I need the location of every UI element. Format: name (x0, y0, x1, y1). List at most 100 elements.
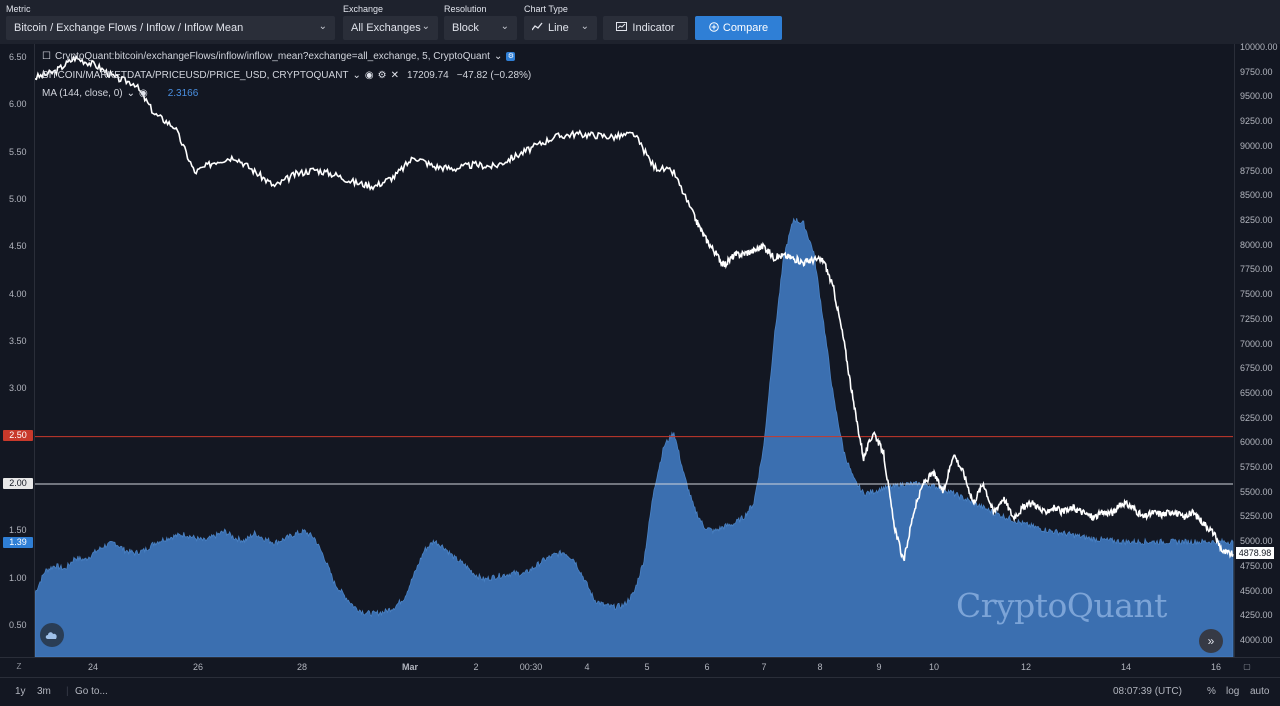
legend-price-value: 17209.74 (407, 70, 449, 81)
x-axis-tick: 26 (192, 662, 204, 672)
range-3m-button[interactable]: 3m (37, 686, 51, 697)
log-toggle[interactable]: log (1226, 686, 1240, 697)
settings-icon[interactable]: ⚙ (506, 52, 516, 61)
right-axis-tick: 4750.00 (1240, 560, 1273, 571)
right-axis-tick: 8000.00 (1240, 239, 1273, 250)
left-axis-tick: 6.50 (9, 52, 27, 62)
x-axis-tick: 28 (296, 662, 308, 672)
left-axis-tick: 4.00 (9, 288, 27, 299)
bottom-toolbar: 1y 3m | Go to... 08:07:39 (UTC) % log au… (0, 677, 1280, 706)
chart-type-label: Chart Type (524, 4, 568, 14)
resolution-select[interactable]: Block ⌄ (444, 16, 517, 40)
left-axis-tick: 4.50 (9, 241, 27, 252)
x-axis-tick: 14 (1120, 662, 1132, 672)
inflow-last-value-tag: 1.39 (3, 537, 33, 548)
exchange-select[interactable]: All Exchanges ⌄ (343, 16, 438, 40)
legend-ma-value: 2.3166 (167, 88, 199, 99)
right-axis-tick: 4250.00 (1240, 610, 1273, 621)
compare-button[interactable]: Compare (695, 16, 782, 40)
right-axis-tick: 7750.00 (1240, 264, 1273, 275)
scroll-to-realtime-icon[interactable]: » (1199, 629, 1223, 653)
exchange-value: All Exchanges (351, 22, 421, 34)
left-price-axis[interactable] (0, 44, 35, 658)
left-axis-tick: 5.00 (9, 194, 27, 204)
indicator-button[interactable]: Indicator (603, 16, 688, 40)
left-axis-tick: 3.00 (9, 383, 27, 394)
right-axis-tick: 5000.00 (1240, 536, 1273, 547)
zoom-z-icon[interactable]: Z (16, 662, 22, 671)
indicator-label: Indicator (632, 22, 675, 34)
chevron-down-icon: ⌄ (318, 21, 327, 32)
left-axis-tick: 5.50 (9, 146, 27, 157)
eye-icon[interactable]: ◉ (138, 88, 148, 99)
x-axis-tick: 16 (1210, 662, 1222, 672)
right-axis-tick: 7000.00 (1240, 338, 1273, 349)
inflow-mean-area (34, 217, 1234, 658)
chevron-down-icon[interactable]: ⌄ (126, 88, 135, 99)
right-axis-tick: 7500.00 (1240, 289, 1273, 300)
plus-circle-icon (709, 21, 719, 35)
x-axis-tick: 00:30 (519, 662, 543, 672)
x-axis-tick: 12 (1020, 662, 1032, 672)
right-axis-tick: 6000.00 (1240, 437, 1273, 448)
legend-inflow: ☐ CryptoQuant:bitcoin/exchangeFlows/infl… (42, 51, 516, 62)
zoom-reset-icon[interactable]: ▢ (1243, 662, 1251, 671)
range-1y-button[interactable]: 1y (15, 686, 26, 697)
right-axis-tick: 8750.00 (1240, 165, 1273, 176)
right-axis-tick: 10000.00 (1240, 42, 1278, 52)
x-axis-tick: 4 (584, 662, 590, 672)
right-price-axis[interactable] (1234, 44, 1280, 658)
right-axis-tick: 6250.00 (1240, 412, 1273, 423)
x-axis-tick: 24 (87, 662, 99, 672)
white-line-tag: 2.00 (3, 478, 33, 489)
right-axis-tick: 6750.00 (1240, 363, 1273, 374)
x-axis-tick: 9 (876, 662, 882, 672)
x-axis-tick: Mar (401, 662, 419, 672)
chevron-down-icon[interactable]: ⌄ (352, 70, 361, 81)
x-axis-tick: 2 (473, 662, 479, 672)
go-to-button[interactable]: Go to... (75, 686, 108, 697)
chart-type-value: Line (548, 22, 569, 34)
right-axis-tick: 5250.00 (1240, 511, 1273, 522)
right-axis-tick: 8250.00 (1240, 214, 1273, 225)
left-axis-tick: 0.50 (9, 620, 27, 630)
left-axis-tick: 1.00 (9, 572, 27, 583)
expand-icon[interactable]: ☐ (42, 51, 51, 62)
right-axis-tick: 4000.00 (1240, 635, 1273, 645)
x-axis-tick: 10 (928, 662, 940, 672)
close-icon[interactable]: ✕ (390, 70, 400, 81)
line-chart-icon (531, 22, 543, 34)
compare-label: Compare (722, 22, 769, 34)
right-axis-tick: 4500.00 (1240, 585, 1273, 596)
percent-toggle[interactable]: % (1207, 686, 1216, 697)
cryptoquant-watermark: CryptoQuant (956, 586, 1167, 625)
left-axis-tick: 3.50 (9, 336, 27, 346)
indicator-icon (616, 22, 628, 34)
clock-time[interactable]: 08:07:39 (UTC) (1113, 686, 1182, 697)
chart-type-select[interactable]: Line ⌄ (524, 16, 597, 40)
auto-toggle[interactable]: auto (1250, 686, 1270, 697)
exchange-label: Exchange (343, 4, 384, 14)
top-toolbar: Metric Bitcoin / Exchange Flows / Inflow… (0, 0, 1280, 44)
cloud-logo-icon[interactable] (40, 623, 64, 647)
gear-icon[interactable]: ⚙ (377, 70, 387, 81)
legend-ma: MA (144, close, 0) ⌄ ◉ 2.3166 (42, 88, 198, 99)
right-axis-tick: 9500.00 (1240, 91, 1273, 102)
chevron-down-icon: ⌄ (580, 21, 589, 32)
right-axis-tick: 7250.00 (1240, 313, 1273, 324)
metric-label: Metric (6, 4, 31, 14)
price-last-value-tag: 4878.98 (1236, 547, 1274, 559)
right-axis-tick: 5750.00 (1240, 462, 1273, 473)
resolution-label: Resolution (444, 4, 487, 14)
resolution-value: Block (452, 22, 479, 34)
chevron-down-icon[interactable]: ⌄ (493, 51, 503, 62)
metric-select[interactable]: Bitcoin / Exchange Flows / Inflow / Infl… (6, 16, 335, 40)
eye-icon[interactable]: ◉ (364, 70, 374, 81)
right-axis-tick: 9750.00 (1240, 66, 1273, 77)
btc-price-line (34, 55, 1234, 562)
legend-price: BITCOIN/MARKETDATA/PRICEUSD/PRICE_USD, C… (42, 70, 531, 81)
legend-inflow-title: CryptoQuant:bitcoin/exchangeFlows/inflow… (54, 51, 490, 62)
legend-price-change: −47.82 (−0.28%) (456, 70, 532, 81)
divider: | (66, 686, 69, 697)
